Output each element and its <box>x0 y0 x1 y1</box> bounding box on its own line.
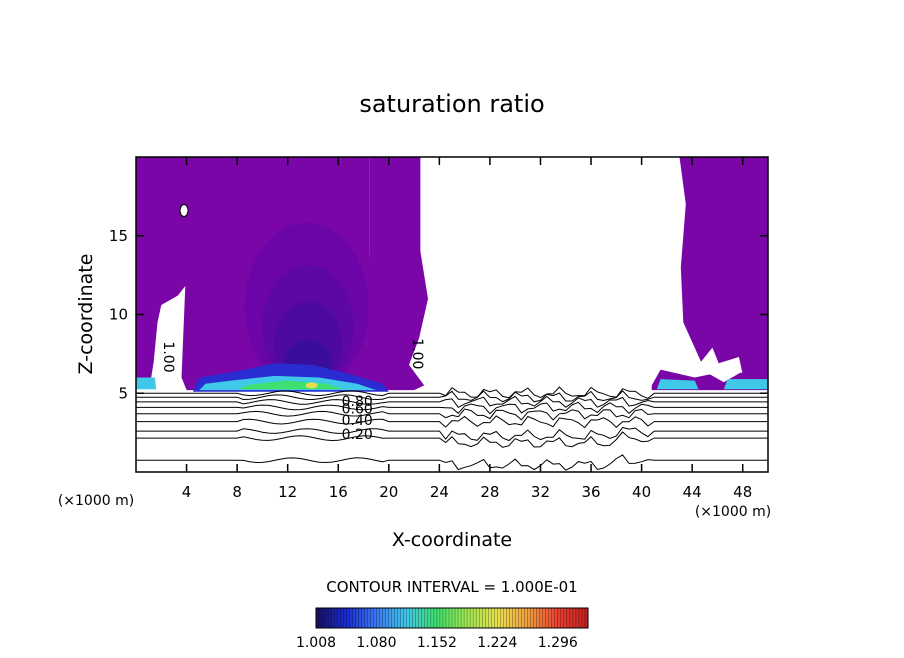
x-tick-label: 4 <box>182 483 192 501</box>
x-tick-label: 32 <box>531 483 550 501</box>
contour-line <box>136 431 768 448</box>
contour-line <box>136 454 768 471</box>
cloud-base-max-yellow <box>305 382 318 389</box>
contour-label: 0.60 <box>342 402 373 418</box>
x-tick-label: 36 <box>581 483 600 501</box>
contour-interval-text: CONTOUR INTERVAL = 1.000E-01 <box>326 578 577 596</box>
colorbar-tick-label: 1.080 <box>356 635 396 651</box>
contour-line <box>136 415 768 429</box>
cloud-band-right-1 <box>656 379 699 390</box>
contour-label: 0.80 <box>342 394 373 410</box>
colorbar-tick-label: 1.008 <box>296 635 336 651</box>
y-tick-label: 5 <box>118 384 128 402</box>
x-axis-ticks: 4 8 12 16 20 24 28 32 36 40 44 48 <box>182 157 752 501</box>
y-axis-ticks: 5 10 15 <box>109 227 768 402</box>
x-unit-label-left: (×1000 m) <box>58 493 134 509</box>
contour-line <box>136 401 768 415</box>
x-tick-label: 44 <box>683 483 702 501</box>
contour-line <box>136 408 768 421</box>
x-tick-label: 24 <box>430 483 449 501</box>
clear-air-pocket <box>179 204 189 218</box>
supersaturated-region-center <box>136 157 428 391</box>
contour-label: 0.40 <box>342 413 373 429</box>
contour-line <box>136 390 768 403</box>
contour-label: 0.20 <box>342 427 373 443</box>
y-tick-label: 10 <box>109 306 128 324</box>
x-unit-label-right: (×1000 m) <box>695 504 771 520</box>
x-axis-label: X-coordinate <box>392 529 512 551</box>
colorbar-tick-label: 1.296 <box>538 635 578 651</box>
x-tick-label: 8 <box>232 483 242 501</box>
colorbar-tick-label: 1.152 <box>417 635 457 651</box>
x-tick-label: 16 <box>329 483 348 501</box>
contour-lines: 0.200.400.600.80 1.00 1.00 <box>136 338 768 471</box>
colorbar-segments <box>315 608 589 628</box>
x-tick-label: 28 <box>480 483 499 501</box>
edge-band-left <box>136 377 157 390</box>
colorbar-labels: 1.008 1.080 1.152 1.224 1.296 <box>296 635 578 651</box>
chart-title: saturation ratio <box>359 90 544 118</box>
contour-line <box>136 426 768 442</box>
x-tick-label: 48 <box>733 483 752 501</box>
x-tick-label: 20 <box>379 483 398 501</box>
x-tick-label: 12 <box>278 483 297 501</box>
contour-fills <box>136 157 768 392</box>
y-axis-label: Z-coordinate <box>75 254 97 375</box>
x-tick-label: 40 <box>632 483 651 501</box>
cloud-band-right-2 <box>723 379 768 390</box>
y-tick-label: 15 <box>109 227 128 245</box>
contour-label: 1.00 <box>409 338 425 369</box>
supersaturated-region-right <box>679 157 768 375</box>
contour-label: 1.00 <box>160 341 176 372</box>
cloud-base-band-green <box>237 380 345 390</box>
contour-line <box>136 386 768 399</box>
colorbar-tick-label: 1.224 <box>477 635 517 651</box>
plot-area: 0.200.400.600.80 1.00 1.00 <box>136 157 768 471</box>
contour-line <box>136 395 768 409</box>
